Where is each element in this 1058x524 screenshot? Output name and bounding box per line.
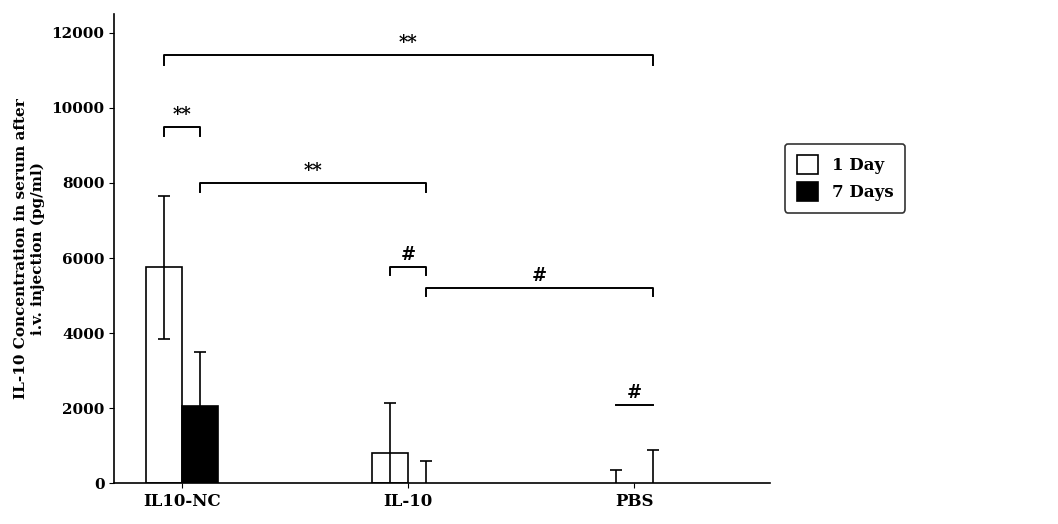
Text: #: # — [401, 246, 416, 265]
Bar — [146, 267, 182, 483]
Bar — [372, 453, 408, 483]
Legend: 1 Day, 7 Days: 1 Day, 7 Days — [785, 144, 905, 213]
Text: **: ** — [172, 105, 191, 124]
Text: #: # — [532, 267, 547, 285]
Y-axis label: IL-10 Concentration in serum after
i.v. injection (pg/ml): IL-10 Concentration in serum after i.v. … — [14, 99, 44, 399]
Bar — [182, 407, 218, 483]
Text: **: ** — [399, 34, 418, 52]
Text: #: # — [626, 384, 642, 401]
Text: **: ** — [304, 162, 323, 180]
